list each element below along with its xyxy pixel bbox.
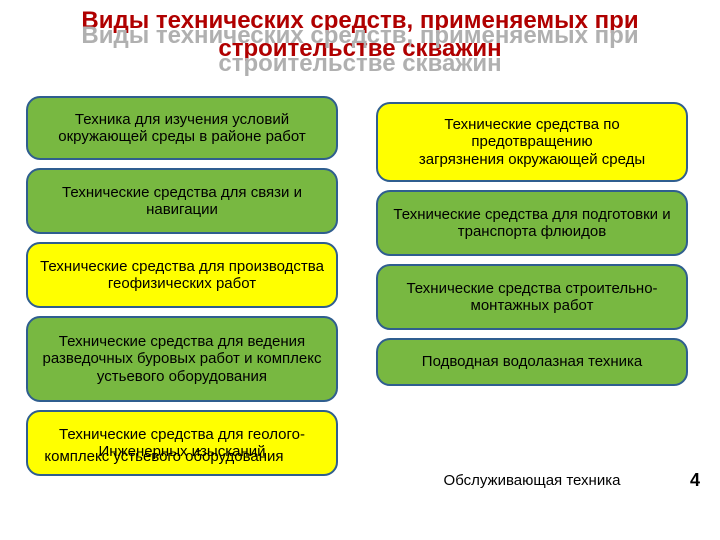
category-box-l2: Технические средства для связи инавигаци… <box>26 168 338 234</box>
stray-text-0: комплекс устьевого оборудования <box>44 448 284 465</box>
category-box-l3: Технические средства для производства ге… <box>26 242 338 308</box>
slide-title-shadow: Виды технических средств, применяемых пр… <box>0 22 720 78</box>
page-number: 4 <box>690 470 700 491</box>
category-box-r4: Подводная водолазная техника <box>376 338 688 386</box>
category-box-l5: Технические средства для геолого-Инженер… <box>26 410 338 476</box>
category-box-r1: Технические средства по предотвращениюза… <box>376 102 688 182</box>
category-box-r2: Технические средства для подготовки и тр… <box>376 190 688 256</box>
category-box-r3: Технические средства строительно-монтажн… <box>376 264 688 330</box>
category-box-l4: Технические средства для ведения разведо… <box>26 316 338 402</box>
stray-text-1: Обслуживающая техника <box>412 472 652 489</box>
category-box-l1: Техника для изучения условий окружающей … <box>26 96 338 160</box>
